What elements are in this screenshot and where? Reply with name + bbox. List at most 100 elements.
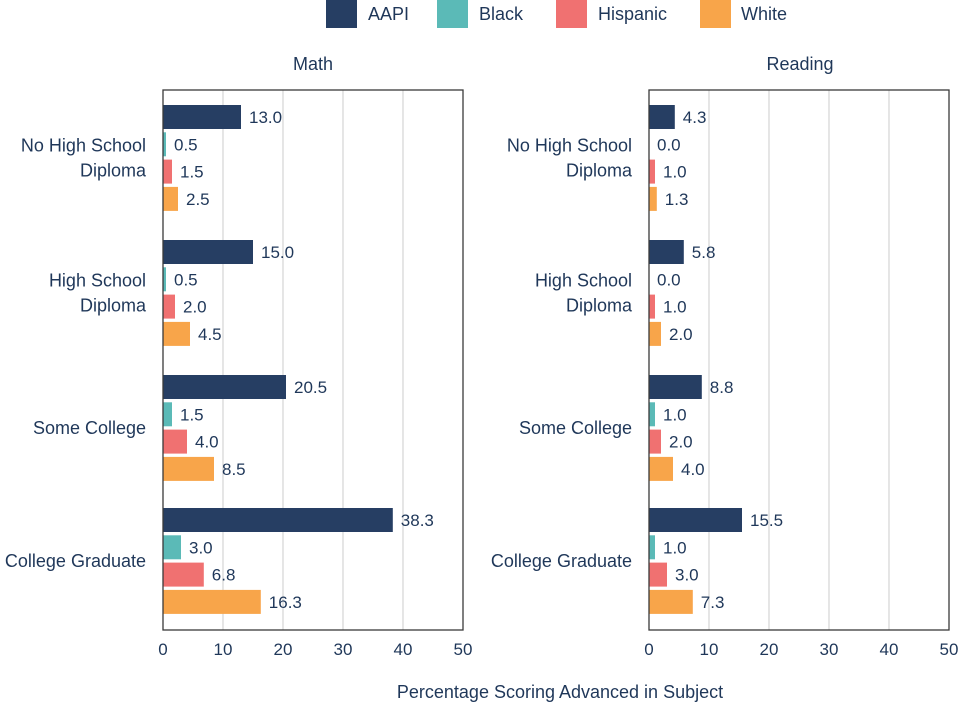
category-label-reading-2: Some College [519, 418, 632, 438]
legend-swatch-aapi [326, 0, 357, 28]
legend-label-hispanic: Hispanic [598, 4, 667, 24]
data-label-reading-aapi-3: 15.5 [750, 511, 783, 530]
data-label-reading-white-1: 2.0 [669, 325, 693, 344]
bar-reading-black-3 [649, 535, 655, 560]
x-axis-label: Percentage Scoring Advanced in Subject [397, 682, 723, 702]
x-tick-reading-10: 10 [700, 640, 719, 659]
data-label-math-black-0: 0.5 [174, 135, 198, 154]
data-label-reading-hispanic-3: 3.0 [675, 566, 699, 585]
bar-math-hispanic-0 [163, 159, 172, 184]
data-label-math-hispanic-1: 2.0 [183, 298, 207, 317]
panel-math: Math 13.0 15.0 20.5 38.3 0.5 0.5 1.5 3.0 1.5 2.0 4.… [5, 54, 473, 659]
data-label-reading-white-2: 4.0 [681, 460, 705, 479]
data-label-math-aapi-0: 13.0 [249, 108, 282, 127]
bar-reading-aapi-2 [649, 375, 702, 399]
x-tick-reading-40: 40 [880, 640, 899, 659]
bar-math-black-1 [163, 267, 166, 292]
data-label-math-white-2: 8.5 [222, 460, 246, 479]
bar-math-hispanic-1 [163, 294, 175, 319]
data-label-math-aapi-2: 20.5 [294, 378, 327, 397]
data-label-reading-white-0: 1.3 [665, 190, 689, 209]
x-tick-reading-0: 0 [644, 640, 653, 659]
bar-math-white-2 [163, 456, 214, 481]
legend: AAPI Black Hispanic White [326, 0, 787, 28]
bar-reading-aapi-0 [649, 105, 675, 129]
x-tick-reading-50: 50 [940, 640, 959, 659]
bar-reading-white-0 [649, 186, 657, 211]
x-tick-math-50: 50 [454, 640, 473, 659]
bar-reading-white-2 [649, 456, 673, 481]
bar-math-hispanic-2 [163, 429, 187, 454]
bar-math-aapi-0 [163, 105, 241, 129]
bar-math-aapi-3 [163, 508, 393, 532]
bar-reading-white-3 [649, 589, 693, 614]
data-label-math-aapi-3: 38.3 [401, 511, 434, 530]
data-label-reading-white-3: 7.3 [701, 593, 725, 612]
legend-label-white: White [741, 4, 787, 24]
bar-math-black-3 [163, 535, 181, 560]
data-label-reading-aapi-2: 8.8 [710, 378, 734, 397]
panel-reading: Reading 4.3 5.8 8.8 15.5 0.0 0.0 1.0 1.0 1.0 1.0 2.… [491, 54, 959, 659]
data-label-reading-hispanic-0: 1.0 [663, 163, 687, 182]
bar-reading-hispanic-0 [649, 159, 655, 184]
data-label-reading-black-1: 0.0 [657, 270, 681, 289]
bar-math-aapi-2 [163, 375, 286, 399]
x-tick-math-30: 30 [334, 640, 353, 659]
bar-math-hispanic-3 [163, 562, 204, 587]
chart-panels: Math 13.0 15.0 20.5 38.3 0.5 0.5 1.5 3.0 1.5 2.0 4.… [5, 54, 959, 659]
data-label-reading-black-2: 1.0 [663, 405, 687, 424]
x-tick-reading-30: 30 [820, 640, 839, 659]
data-label-reading-hispanic-1: 1.0 [663, 298, 687, 317]
x-tick-math-20: 20 [274, 640, 293, 659]
bar-reading-aapi-1 [649, 240, 684, 264]
data-label-math-aapi-1: 15.0 [261, 243, 294, 262]
bar-reading-white-1 [649, 321, 661, 346]
legend-swatch-black [437, 0, 468, 28]
bar-math-white-1 [163, 321, 190, 346]
data-label-math-white-1: 4.5 [198, 325, 222, 344]
bar-math-white-3 [163, 589, 261, 614]
legend-label-black: Black [479, 4, 524, 24]
bar-reading-hispanic-1 [649, 294, 655, 319]
bar-reading-hispanic-3 [649, 562, 667, 587]
legend-swatch-hispanic [556, 0, 587, 28]
legend-label-aapi: AAPI [368, 4, 409, 24]
data-label-math-white-0: 2.5 [186, 190, 210, 209]
data-label-reading-black-0: 0.0 [657, 135, 681, 154]
data-label-math-hispanic-0: 1.5 [180, 163, 204, 182]
legend-swatch-white [700, 0, 731, 28]
data-label-reading-hispanic-2: 2.0 [669, 433, 693, 452]
bar-math-black-0 [163, 132, 166, 157]
panel-title-reading: Reading [766, 54, 833, 74]
data-label-math-black-3: 3.0 [189, 538, 213, 557]
category-label-math-2: Some College [33, 418, 146, 438]
plot-frame-reading [648, 89, 950, 631]
bar-reading-hispanic-2 [649, 429, 661, 454]
category-label-reading-0: No High School Diploma [507, 135, 633, 180]
data-label-math-hispanic-2: 4.0 [195, 433, 219, 452]
plot-frame-math [162, 89, 464, 631]
category-label-math-3: College Graduate [5, 551, 146, 571]
category-label-reading-1: High School Diploma [535, 270, 633, 315]
x-tick-reading-20: 20 [760, 640, 779, 659]
x-tick-math-40: 40 [394, 640, 413, 659]
data-label-math-black-1: 0.5 [174, 270, 198, 289]
bar-math-aapi-1 [163, 240, 253, 264]
data-label-reading-black-3: 1.0 [663, 538, 687, 557]
data-label-math-hispanic-3: 6.8 [212, 566, 236, 585]
bar-math-black-2 [163, 402, 172, 427]
data-label-reading-aapi-1: 5.8 [692, 243, 716, 262]
data-label-math-white-3: 16.3 [269, 593, 302, 612]
bar-reading-black-2 [649, 402, 655, 427]
panel-title-math: Math [293, 54, 333, 74]
data-label-math-black-2: 1.5 [180, 405, 204, 424]
data-label-reading-aapi-0: 4.3 [683, 108, 707, 127]
x-tick-math-0: 0 [158, 640, 167, 659]
x-tick-math-10: 10 [214, 640, 233, 659]
bar-reading-aapi-3 [649, 508, 742, 532]
category-label-reading-3: College Graduate [491, 551, 632, 571]
category-label-math-1: High School Diploma [49, 270, 147, 315]
category-label-math-0: No High School Diploma [21, 135, 147, 180]
bar-math-white-0 [163, 186, 178, 211]
